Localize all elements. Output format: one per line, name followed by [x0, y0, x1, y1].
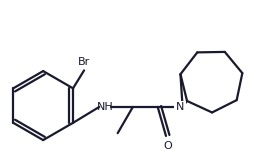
Text: N: N: [175, 102, 184, 112]
Text: Br: Br: [78, 57, 90, 67]
Text: N: N: [176, 102, 184, 112]
Text: N: N: [176, 102, 184, 112]
Text: O: O: [163, 141, 172, 151]
Text: NH: NH: [97, 102, 114, 112]
